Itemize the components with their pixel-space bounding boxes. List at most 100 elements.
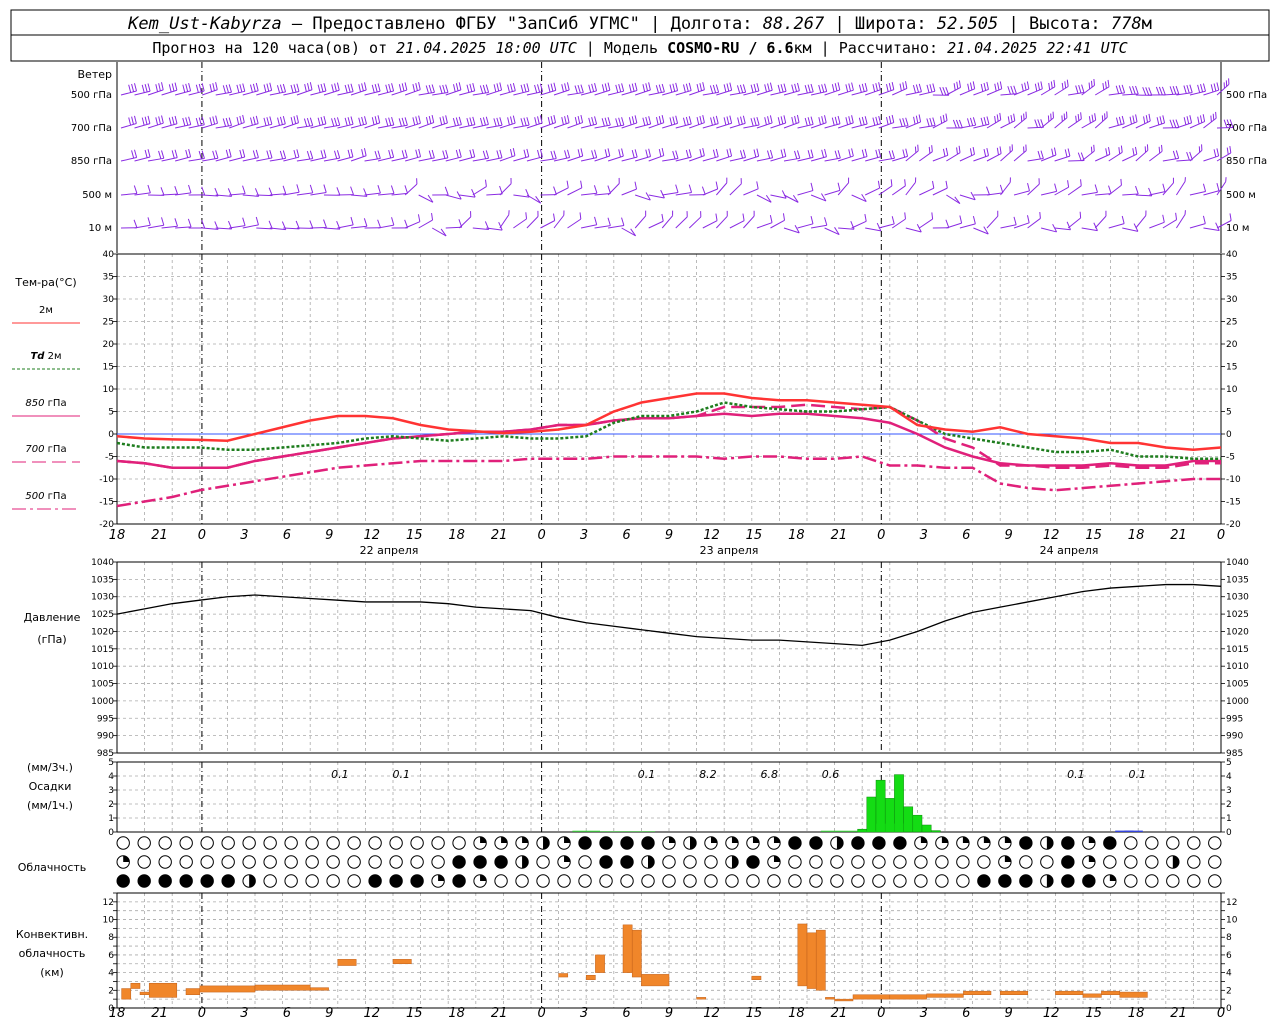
wind-barb — [1135, 194, 1152, 197]
wind-barb-flag — [566, 115, 570, 123]
wind-barb — [1108, 151, 1123, 162]
wind-barb — [1203, 117, 1217, 129]
wind-barb-flag — [561, 117, 564, 125]
cloud-cover-icon — [473, 855, 487, 869]
wind-barb — [797, 91, 814, 96]
wind-barb-flag — [228, 148, 232, 157]
cloud-cover-icon — [116, 836, 130, 850]
wind-barb — [283, 191, 300, 196]
wind-barb-flag — [875, 83, 878, 91]
convective-cloud-bar — [337, 959, 357, 966]
wind-barb — [783, 227, 800, 234]
wind-barb-flag — [333, 117, 338, 126]
wind-barb-flag — [1155, 86, 1160, 96]
temp-series-line — [116, 455, 1221, 508]
precip-annotation: 0.1 — [1128, 768, 1146, 781]
wind-barb — [1068, 92, 1085, 96]
wind-level-label-left: 10 м — [89, 223, 112, 234]
wind-barb — [810, 91, 827, 96]
wind-barb-flag — [688, 82, 692, 91]
cloud-cover-icon — [851, 874, 865, 888]
wind-barb-flag — [1080, 112, 1082, 120]
wind-barb — [1067, 118, 1082, 129]
wind-barb-flag — [161, 82, 164, 90]
wind-barb-flag — [604, 149, 608, 158]
wind-barb-flag — [712, 116, 716, 125]
wind-barb-flag — [174, 149, 178, 158]
wind-barb-flag — [282, 83, 287, 93]
wind-barb-flag — [425, 85, 430, 94]
y-tick-label: 6 — [1226, 951, 1232, 961]
wind-barb-flag — [536, 84, 541, 93]
cloud-cover-icon — [1061, 836, 1075, 850]
wind-barb-flag — [128, 84, 132, 93]
wind-barb-flag — [634, 181, 638, 190]
wind-barb — [120, 192, 137, 196]
conv-label-1: Конвективн. — [16, 928, 88, 941]
wind-barb-flag — [621, 117, 625, 126]
wind-barb — [310, 156, 327, 162]
wind-barb-flag — [158, 83, 161, 91]
wind-barb-flag — [141, 117, 145, 126]
y-tick-label: 35 — [1226, 273, 1237, 283]
wind-barb-flag — [601, 118, 605, 127]
temp-series-line — [116, 401, 1221, 460]
wind-barb-flag — [1162, 183, 1166, 192]
wind-barb-flag — [739, 150, 744, 159]
y-tick-label: 4 — [1226, 772, 1232, 782]
wind-barb-flag — [1120, 145, 1123, 153]
header-line1: Kem_Ust-Kabyrza — Предоставлено ФГБУ "За… — [127, 14, 1152, 34]
wind-barb-flag — [837, 150, 841, 159]
temp-legend-label: 700 гПа — [25, 444, 66, 455]
wind-barb-flag — [320, 83, 324, 92]
wind-barb-flag — [442, 84, 446, 94]
wind-barb-flag — [1202, 215, 1206, 224]
wind-barb — [120, 157, 137, 162]
cloud-cover-icon — [347, 855, 361, 869]
wind-barb — [864, 187, 880, 196]
wind-barb-flag — [905, 148, 909, 157]
wind-barb-flag — [669, 117, 673, 126]
wind-barb-flag — [851, 82, 854, 91]
calc-label: Рассчитано: — [839, 39, 938, 57]
cloud-cover-icon — [914, 855, 928, 869]
wind-barb-flag — [1048, 82, 1051, 90]
wind-barb — [445, 194, 462, 200]
cloud-cover-quarter — [773, 855, 781, 862]
wind-barb — [283, 227, 300, 230]
wind-barb-flag — [263, 117, 267, 126]
wind-barb-flag — [509, 116, 513, 125]
wind-barb-flag — [323, 83, 327, 92]
wind-barb-flag — [512, 82, 516, 91]
wind-barb-flag — [252, 150, 256, 159]
precip-bar-1h — [912, 814, 923, 833]
wind-barb-flag — [526, 83, 530, 92]
cloud-cover-icon — [326, 874, 340, 888]
wind-barb-flag — [282, 116, 286, 124]
wind-barb — [1189, 121, 1205, 129]
cloud-cover-half — [648, 855, 655, 869]
wind-barb — [486, 227, 503, 231]
cloud-cover-icon — [1166, 836, 1180, 850]
wind-barb — [797, 156, 814, 162]
wind-barb-flag — [418, 115, 421, 124]
model-name: COSMO-RU / 6.6 — [667, 39, 793, 57]
cloud-cover-half — [1172, 855, 1180, 869]
y-tick-label: 0 — [1226, 828, 1232, 838]
wind-barb — [1054, 186, 1069, 196]
precip-unit-1h: (мм/1ч.) — [27, 799, 73, 812]
wind-barb — [729, 220, 745, 229]
wind-barb-flag — [980, 83, 984, 92]
wind-barb — [567, 187, 583, 196]
cloud-cover-icon — [200, 836, 214, 850]
cloud-cover-icon — [1061, 874, 1075, 888]
wind-barb — [296, 125, 313, 129]
cloud-cover-quarter — [1088, 836, 1096, 843]
wind-barb-flag — [263, 84, 267, 93]
wind-barb — [256, 194, 273, 197]
wind-barb — [1000, 224, 1017, 229]
wind-barb-flag — [604, 117, 608, 126]
y-tick-label: 5 — [1226, 758, 1232, 768]
wind-barb-flag — [710, 117, 713, 126]
convective-cloud-bar — [815, 929, 826, 991]
